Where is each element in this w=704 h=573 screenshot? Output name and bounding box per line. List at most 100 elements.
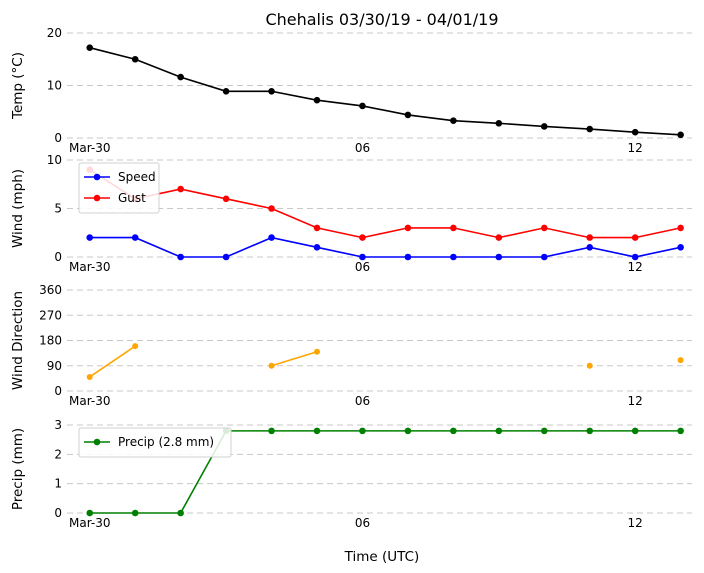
y-tick-label: 10	[47, 153, 62, 167]
y-tick-label: 0	[54, 506, 62, 520]
data-point	[677, 131, 684, 139]
y-tick-label: 3	[54, 418, 62, 432]
y-axis-label: Wind Direction	[10, 291, 26, 390]
data-point	[586, 362, 593, 369]
data-point	[677, 427, 684, 435]
legend-marker	[93, 194, 101, 202]
legend-frame	[78, 427, 232, 458]
series-3-1	[86, 343, 684, 380]
data-point	[268, 87, 275, 95]
x-tick-label: 12	[628, 141, 643, 155]
data-point	[450, 117, 457, 124]
data-point	[359, 102, 366, 110]
x-tick-label: 12	[628, 516, 643, 530]
y-tick-label: 10	[47, 79, 62, 93]
data-point	[177, 509, 184, 517]
data-point	[131, 234, 139, 241]
data-point	[495, 427, 503, 435]
data-point	[404, 253, 412, 261]
x-tick-label: 06	[355, 141, 370, 155]
data-point	[631, 253, 639, 261]
data-point	[268, 234, 275, 241]
panel-3: 0 90 180 270 360 Wind Direction Mar-30 06 12	[10, 283, 692, 408]
y-tick-label: 180	[39, 334, 62, 348]
data-point	[677, 244, 684, 251]
data-point	[86, 509, 94, 517]
y-tick-label: 20	[47, 26, 62, 40]
legend-label: Precip (2.8 mm)	[118, 435, 214, 449]
y-axis-label: Temp (°C)	[10, 52, 26, 120]
series-precip-2-8-mm-	[86, 427, 684, 517]
series-line	[89, 430, 681, 514]
y-axis-label: Wind (mph)	[10, 169, 26, 248]
series-line	[89, 169, 681, 239]
data-point	[677, 224, 684, 232]
data-point	[222, 253, 230, 261]
x-tick-label: 12	[628, 394, 643, 408]
data-point	[86, 373, 93, 380]
data-point	[586, 244, 594, 251]
data-point	[177, 73, 184, 81]
data-point	[268, 427, 275, 435]
data-point	[450, 253, 457, 261]
series-line	[89, 345, 136, 378]
data-point	[540, 427, 548, 435]
x-tick-label: Mar-30	[69, 516, 110, 530]
data-point	[631, 427, 639, 435]
series-1-1	[86, 44, 684, 139]
y-tick-label: 90	[47, 359, 62, 373]
data-point	[131, 55, 139, 63]
data-point	[313, 244, 321, 251]
legend-label: Speed	[118, 170, 156, 184]
data-point	[495, 234, 503, 241]
data-point	[86, 44, 94, 51]
legend-label: Gust	[118, 191, 146, 205]
y-tick-label: 5	[54, 202, 62, 216]
y-axis-label: Precip (mm)	[10, 428, 26, 510]
x-tick-label: Mar-30	[69, 394, 110, 408]
series-line	[89, 236, 681, 258]
data-point	[540, 253, 548, 261]
series-speed	[86, 234, 684, 261]
y-tick-label: 0	[54, 250, 62, 264]
y-tick-label: 1	[54, 477, 62, 491]
panel-2: 0 5 10 Wind (mph) Mar-30 06 12 Speed Gust	[10, 153, 692, 274]
y-tick-label: 0	[54, 131, 62, 145]
data-point	[177, 185, 184, 193]
series-line	[89, 46, 681, 136]
x-tick-label: Mar-30	[69, 260, 110, 274]
x-tick-label: 12	[628, 260, 643, 274]
data-point	[177, 253, 184, 261]
data-point	[359, 234, 366, 241]
legend: Speed Gust	[78, 162, 160, 214]
data-point	[404, 427, 412, 435]
x-tick-label: Mar-30	[69, 141, 110, 155]
chart-title: Chehalis 03/30/19 - 04/01/19	[265, 10, 498, 29]
data-point	[313, 224, 321, 232]
data-point	[586, 234, 594, 241]
data-point	[631, 128, 639, 136]
data-point	[268, 362, 275, 369]
data-point	[359, 253, 366, 261]
data-point	[495, 120, 503, 127]
data-point	[359, 427, 366, 435]
series-line	[271, 350, 318, 367]
y-tick-label: 360	[39, 283, 62, 297]
y-tick-label: 0	[54, 384, 62, 398]
data-point	[313, 427, 321, 435]
data-point	[677, 357, 684, 364]
data-point	[222, 87, 230, 95]
data-point	[131, 509, 139, 517]
series-gust	[86, 166, 684, 241]
data-point	[450, 427, 457, 435]
panel-1: 0 10 20 Temp (°C) Mar-30 06 12	[10, 26, 692, 155]
x-axis-label: Time (UTC)	[344, 549, 420, 565]
data-point	[314, 348, 320, 355]
data-point	[86, 234, 94, 241]
data-point	[132, 343, 139, 350]
data-point	[586, 427, 594, 435]
legend-marker	[93, 173, 101, 181]
